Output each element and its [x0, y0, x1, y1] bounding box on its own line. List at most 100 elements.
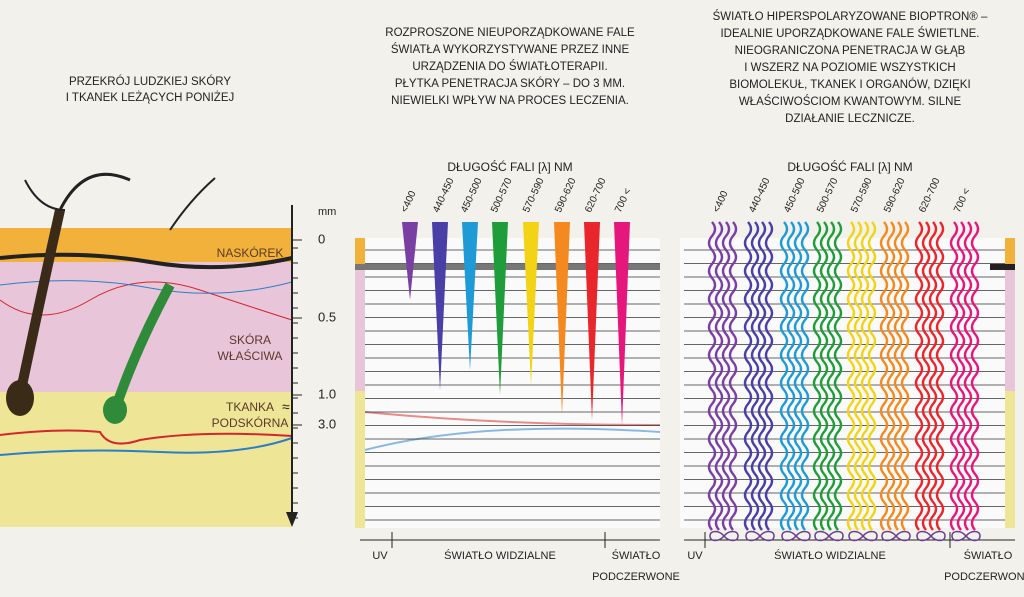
scale-tick-label: 3.0: [318, 416, 336, 431]
light-cone: [523, 222, 539, 385]
light-wave: [935, 221, 945, 531]
polarization-symbol: [781, 530, 811, 542]
band-label: ŚWIATŁO: [612, 549, 661, 562]
light-wave: [750, 221, 760, 531]
wavelength-label: 570-590: [849, 176, 875, 214]
axis-title: DŁUGOŚĆ FALI [λ] NM: [447, 159, 572, 174]
light-wave: [928, 221, 938, 531]
light-wave: [714, 221, 724, 531]
wavelength-label: 450-500: [782, 176, 808, 214]
light-wave: [949, 221, 959, 531]
layer-label: WŁAŚCIWA: [218, 348, 283, 363]
light-wave: [793, 221, 803, 531]
band-label: PODCZERWONE: [592, 571, 680, 583]
wavelength-label: 500-570: [489, 176, 515, 214]
light-wave: [743, 221, 753, 531]
heading-line: I WSZERZ NA POZIOMIE WSZYSTKICH: [744, 62, 955, 74]
diffuse-panel: [355, 238, 661, 548]
band-label: PODCZERWONE: [944, 571, 1024, 583]
band-label: ŚWIATŁO: [964, 549, 1013, 562]
band-label: UV: [687, 550, 703, 562]
axis-title: DŁUGOŚĆ FALI [λ] NM: [787, 159, 912, 174]
light-wave: [963, 221, 973, 531]
heading-line: ROZPROSZONE NIEUPORZĄDKOWANE FALE: [385, 27, 635, 39]
layer-label: NASKÓREK: [217, 245, 284, 260]
light-wave: [786, 221, 796, 531]
polarization-symbol: [848, 530, 878, 542]
light-wave: [833, 221, 843, 531]
wavelength-label: 700 <: [613, 187, 634, 215]
band-label: ŚWIATŁO WIDZIALNE: [774, 549, 886, 562]
scale-tick-label: 0: [318, 231, 325, 246]
wavelength-label: <400: [399, 189, 419, 214]
light-wave: [879, 221, 889, 531]
light-wave: [757, 221, 767, 531]
light-wave: [846, 221, 856, 531]
heading-line: NIEWIELKI WPŁYW NA PROCES LECZENIA.: [391, 95, 629, 107]
wavelength-label: 450-500: [459, 176, 485, 214]
light-wave: [860, 221, 870, 531]
layer-label: PODSKÓRNA: [212, 415, 289, 430]
light-wave: [721, 221, 731, 531]
light-wave: [867, 221, 877, 531]
wavelength-label: 440-450: [747, 176, 773, 214]
light-cone: [462, 222, 478, 370]
heading-line: PŁYTKA PENETRACJA SKÓRY – DO 3 MM.: [395, 77, 625, 90]
light-wave: [707, 221, 717, 531]
light-wave: [826, 221, 836, 531]
light-wave: [853, 221, 863, 531]
heading-line: ŚWIATŁA WYKORZYSTYWANE PRZEZ INNE: [391, 43, 630, 56]
heading-line: IDEALNIE UPORZĄDKOWANE FALE ŚWIETLNE.: [720, 27, 979, 40]
light-cone: [614, 222, 630, 425]
light-wave: [728, 221, 738, 531]
section-title: PRZEKRÓJ LUDZKIEJ SKÓRY: [69, 75, 231, 88]
wavelength-label: 620-700: [583, 176, 609, 214]
wavelength-label: 500-570: [815, 176, 841, 214]
light-cone: [554, 222, 570, 415]
light-wave: [914, 221, 924, 531]
polarization-symbol: [745, 530, 775, 542]
scale-unit: mm: [318, 206, 336, 218]
light-cone: [432, 222, 448, 390]
light-wave: [886, 221, 896, 531]
light-wave: [800, 221, 810, 531]
polarization-symbol: [881, 530, 911, 542]
heading-line: DZIAŁANIE LECZNICZE.: [785, 113, 915, 125]
light-wave: [956, 221, 966, 531]
light-wave: [812, 221, 822, 531]
svg-text:≈: ≈: [282, 399, 290, 415]
polarization-symbol: [951, 530, 981, 542]
light-cone: [492, 222, 508, 395]
light-wave: [921, 221, 931, 531]
light-wave: [779, 221, 789, 531]
section-title: I TKANEK LEŻĄCYCH PONIŻEJ: [66, 91, 235, 104]
wavelength-label: 700 <: [952, 187, 973, 215]
layer-label: SKÓRA: [229, 332, 271, 347]
scale-tick-label: 0.5: [318, 309, 336, 324]
light-cone: [402, 222, 418, 300]
layer-label: TKANKA: [226, 400, 274, 414]
scale-tick-label: 1.0: [318, 386, 336, 401]
heading-line: WŁAŚCIWOŚCIOM KWANTOWYM. SILNE: [739, 95, 962, 108]
wavelength-label: <400: [711, 189, 731, 214]
polarization-symbol: [814, 530, 844, 542]
band-label: UV: [372, 550, 388, 562]
heading-line: ŚWIATŁO HIPERSPOLARYZOWANE BIOPTRON® –: [713, 10, 988, 23]
wavelength-label: 620-700: [917, 176, 943, 214]
wavelength-label: 590-620: [882, 176, 908, 214]
polarization-symbol: [709, 530, 739, 542]
light-wave: [970, 221, 980, 531]
band-label: ŚWIATŁO WIDZIALNE: [444, 549, 556, 562]
wavelength-label: 570-590: [521, 176, 547, 214]
light-wave: [819, 221, 829, 531]
light-wave: [764, 221, 774, 531]
heading-line: NIEOGRANICZONA PENETRACJA W GŁĄB: [735, 45, 966, 57]
light-cone: [584, 222, 600, 420]
heading-line: URZĄDZENIA DO ŚWIATŁOTERAPII.: [412, 60, 607, 73]
wavelength-label: 440-450: [431, 176, 457, 214]
light-wave: [900, 221, 910, 531]
heading-line: BIOMOLEKUŁ, TKANEK I ORGANÓW, DZIĘKI: [729, 78, 970, 91]
skin-section: ≈: [0, 172, 298, 527]
light-wave: [893, 221, 903, 531]
